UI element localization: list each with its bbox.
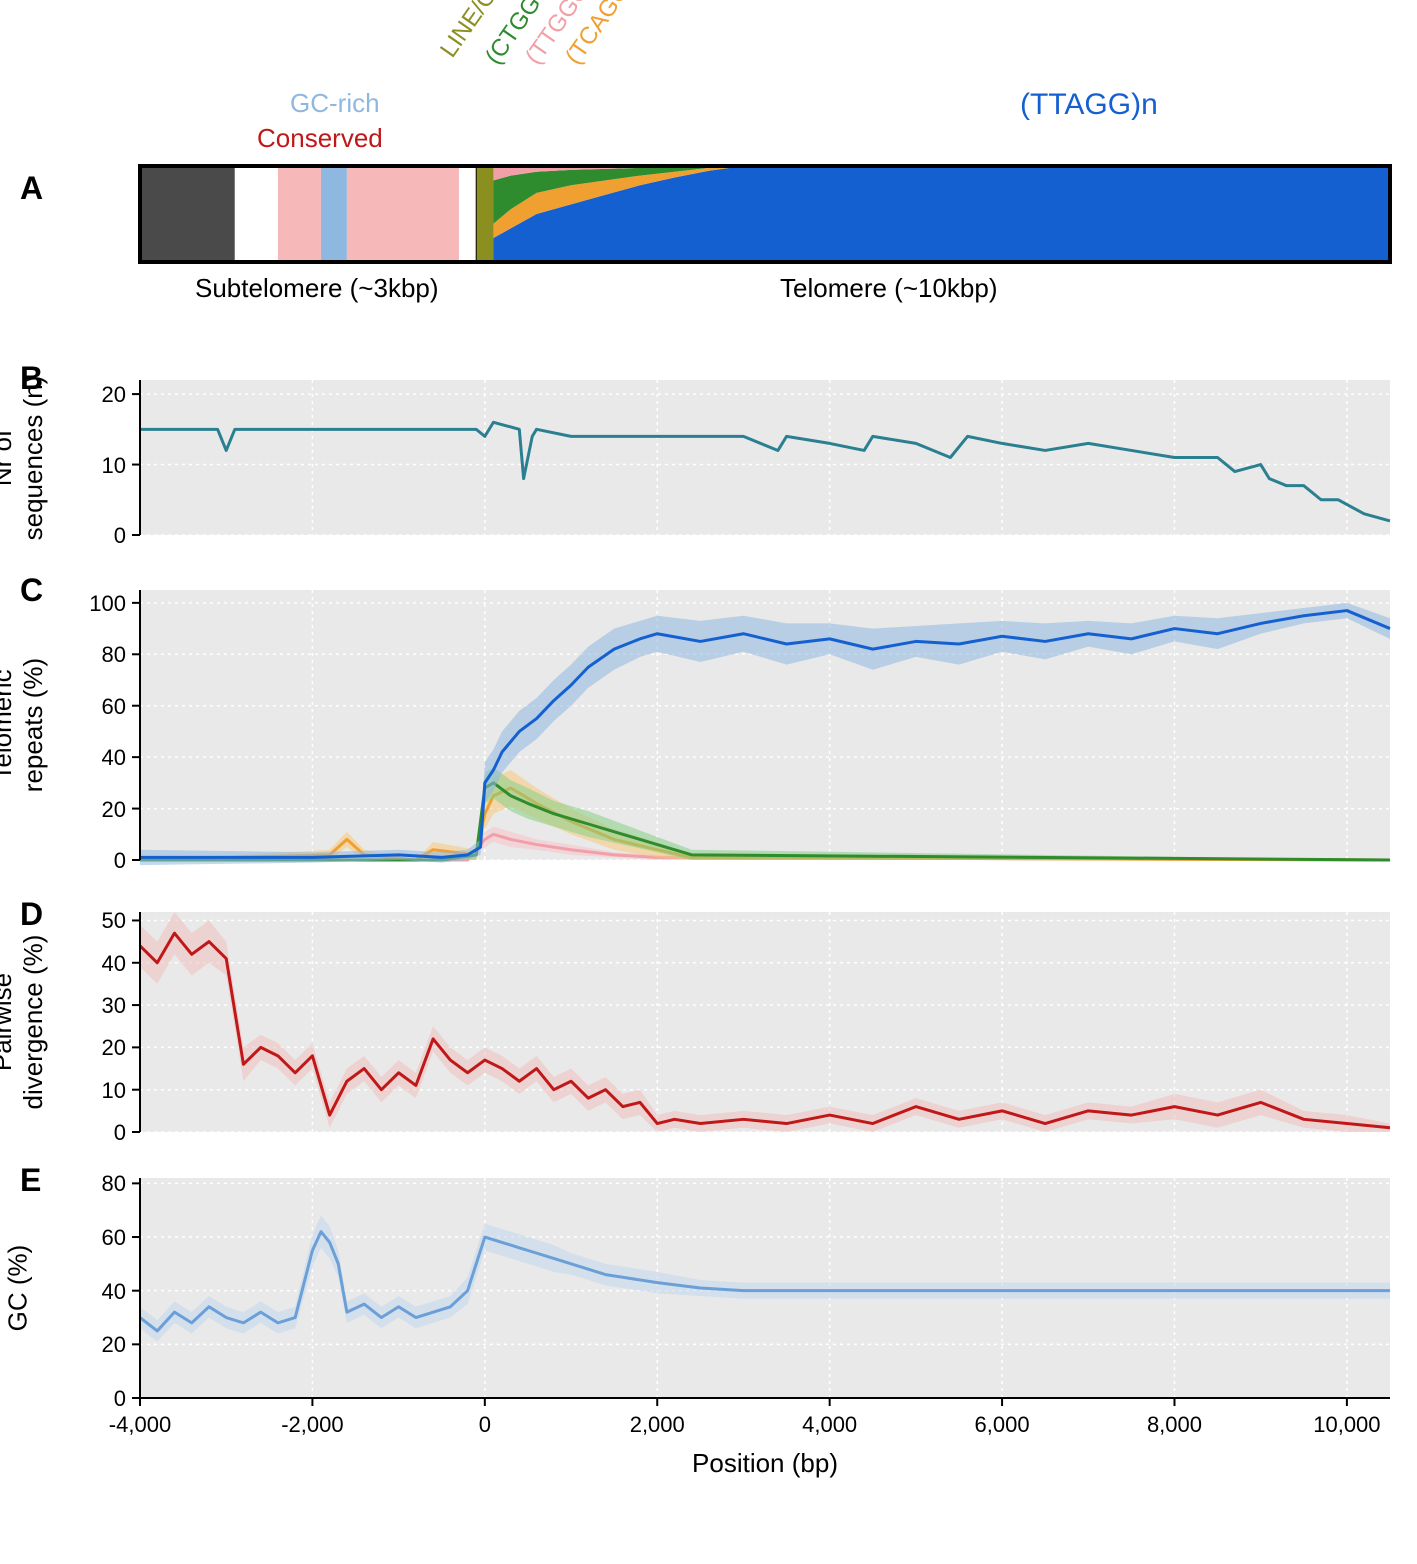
panel-c-label: C — [20, 572, 43, 609]
panel-d-label: D — [20, 896, 43, 933]
panel-a-label: A — [20, 170, 43, 207]
telomere-label: Telomere (~10kbp) — [780, 273, 998, 304]
panel-b-label: B — [20, 360, 43, 397]
panel-e-label: E — [20, 1162, 41, 1199]
annot-conserved: Conserved — [257, 123, 383, 154]
x-axis-label: Position (bp) — [692, 1448, 838, 1479]
subtelomere-label: Subtelomere (~3kbp) — [195, 273, 439, 304]
annot-gcrich: GC-rich — [290, 88, 380, 119]
annot-ttagg: (TTAGG)n — [1020, 88, 1158, 122]
